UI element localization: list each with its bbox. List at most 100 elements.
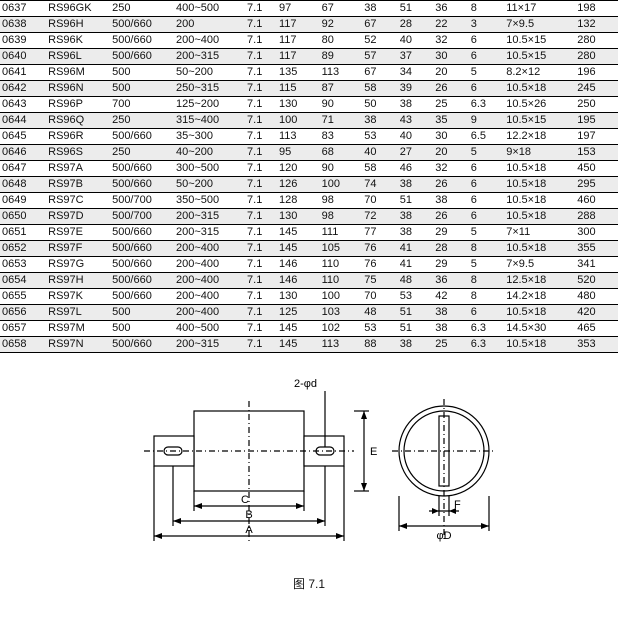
cell: 0641 — [0, 65, 46, 81]
cell: 27 — [398, 145, 434, 161]
cell: 146 — [277, 273, 320, 289]
cell: RS97K — [46, 289, 110, 305]
cell: 20 — [433, 145, 469, 161]
cell: 500/660 — [110, 33, 174, 49]
cell: RS96P — [46, 97, 110, 113]
cell: 6 — [469, 49, 505, 65]
cell: 36 — [433, 1, 469, 17]
cell: 0648 — [0, 177, 46, 193]
cell: 50 — [362, 97, 398, 113]
cell: 8 — [469, 1, 505, 17]
cell: 10.5×18 — [504, 81, 575, 97]
cell: 40 — [398, 129, 434, 145]
cell: 12.2×18 — [504, 129, 575, 145]
cell: 67 — [320, 1, 363, 17]
cell: 145 — [277, 337, 320, 353]
cell: 0652 — [0, 241, 46, 257]
cell: 125 — [277, 305, 320, 321]
cell: RS96M — [46, 65, 110, 81]
cell: RS96GK — [46, 1, 110, 17]
cell: 500/660 — [110, 177, 174, 193]
cell: 58 — [362, 161, 398, 177]
cell: 500 — [110, 65, 174, 81]
cell: 92 — [320, 17, 363, 33]
cell: 200~400 — [174, 33, 245, 49]
label-2phid: 2-φd — [294, 378, 317, 390]
cell: 74 — [362, 177, 398, 193]
cell: 6 — [469, 33, 505, 49]
table-row: 0644RS96Q250315~4007.110071384335910.5×1… — [0, 113, 618, 129]
table-row: 0650RS97D500/700200~3157.113098723826610… — [0, 209, 618, 225]
cell: 38 — [398, 337, 434, 353]
cell: 42 — [433, 289, 469, 305]
cell: 200~400 — [174, 241, 245, 257]
cell: RS97N — [46, 337, 110, 353]
cell: 197 — [575, 129, 618, 145]
cell: RS96R — [46, 129, 110, 145]
cell: 5 — [469, 257, 505, 273]
cell: 6.3 — [469, 337, 505, 353]
table-row: 0641RS96M50050~2007.113511367342058.2×12… — [0, 65, 618, 81]
cell: 0649 — [0, 193, 46, 209]
cell: 35 — [433, 113, 469, 129]
spec-table-wrap: 0637RS96GK250400~5007.19767385136811×171… — [0, 0, 618, 353]
cell: 7.1 — [245, 97, 277, 113]
cell: 90 — [320, 161, 363, 177]
cell: 0657 — [0, 321, 46, 337]
cell: 75 — [362, 273, 398, 289]
cell: 6.3 — [469, 97, 505, 113]
cell: 117 — [277, 17, 320, 33]
cell: 38 — [362, 113, 398, 129]
cell: 500/660 — [110, 161, 174, 177]
cell: 38 — [398, 209, 434, 225]
cell: 89 — [320, 49, 363, 65]
cell: 7.1 — [245, 177, 277, 193]
cell: 38 — [398, 177, 434, 193]
cell: RS97G — [46, 257, 110, 273]
cell: 6 — [469, 161, 505, 177]
cell: 128 — [277, 193, 320, 209]
cell: 200~400 — [174, 289, 245, 305]
table-row: 0655RS97K500/660200~4007.113010070534281… — [0, 289, 618, 305]
cell: 0654 — [0, 273, 46, 289]
cell: 0643 — [0, 97, 46, 113]
cell: 111 — [320, 225, 363, 241]
cell: 7.1 — [245, 289, 277, 305]
cell: 30 — [433, 49, 469, 65]
table-row: 0637RS96GK250400~5007.19767385136811×171… — [0, 1, 618, 17]
cell: 26 — [433, 81, 469, 97]
cell: 10.5×18 — [504, 177, 575, 193]
cell: 102 — [320, 321, 363, 337]
cell: 353 — [575, 337, 618, 353]
cell: 6 — [469, 209, 505, 225]
cell: 7.1 — [245, 1, 277, 17]
cell: 300 — [575, 225, 618, 241]
cell: 97 — [277, 1, 320, 17]
cell: 300~500 — [174, 161, 245, 177]
cell: 38 — [433, 193, 469, 209]
cell: RS97L — [46, 305, 110, 321]
cell: 90 — [320, 97, 363, 113]
cell: 26 — [433, 209, 469, 225]
cell: 250 — [110, 113, 174, 129]
table-row: 0639RS96K500/660200~4007.111780524032610… — [0, 33, 618, 49]
cell: 10.5×18 — [504, 241, 575, 257]
cell: 113 — [320, 65, 363, 81]
cell: 57 — [362, 49, 398, 65]
cell: 200~400 — [174, 257, 245, 273]
cell: 88 — [362, 337, 398, 353]
cell: 0642 — [0, 81, 46, 97]
cell: 0639 — [0, 33, 46, 49]
cell: 7.1 — [245, 129, 277, 145]
cell: 9 — [469, 113, 505, 129]
cell: 500/660 — [110, 241, 174, 257]
cell: 6 — [469, 193, 505, 209]
cell: 0637 — [0, 1, 46, 17]
cell: 6.3 — [469, 321, 505, 337]
cell: 100 — [320, 289, 363, 305]
cell: 5 — [469, 225, 505, 241]
cell: 26 — [433, 177, 469, 193]
table-row: 0645RS96R500/66035~3007.1113835340306.51… — [0, 129, 618, 145]
cell: 520 — [575, 273, 618, 289]
cell: 7.1 — [245, 161, 277, 177]
